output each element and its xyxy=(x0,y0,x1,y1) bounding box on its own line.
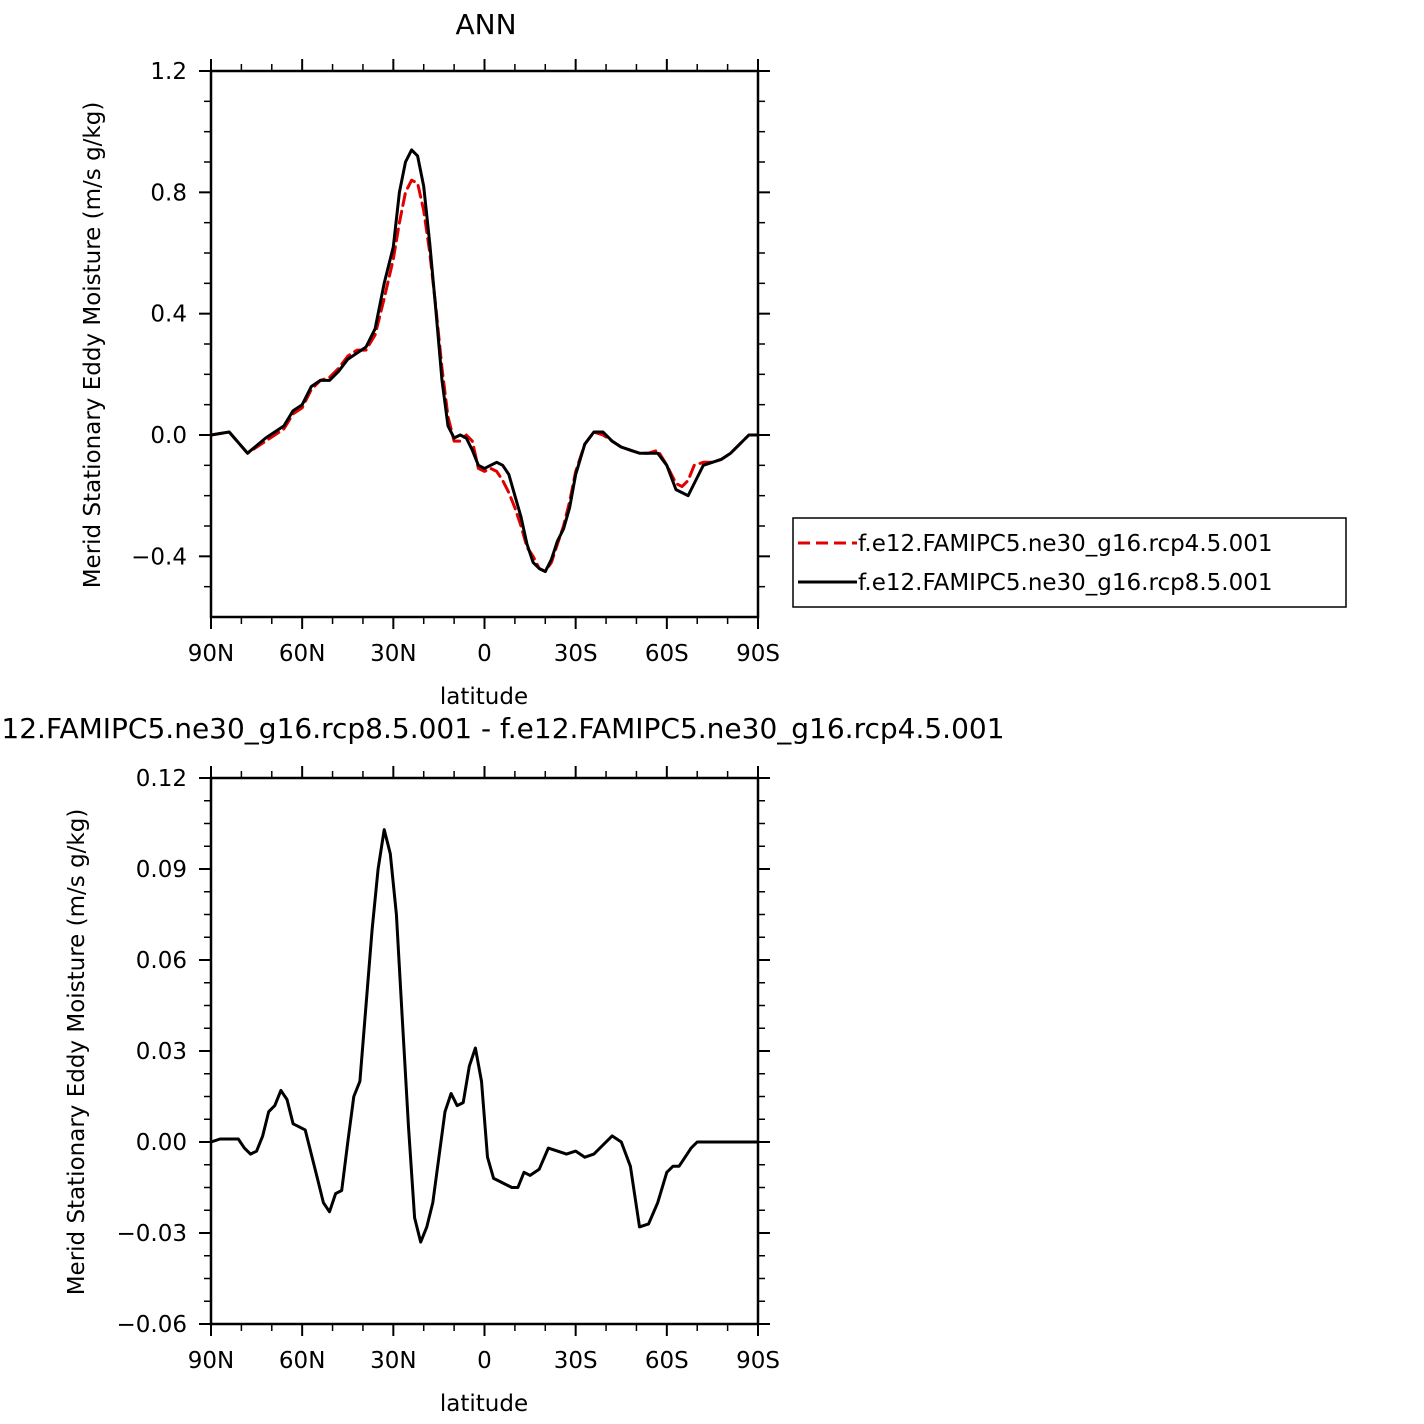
y-tick-label: −0.03 xyxy=(117,1221,187,1247)
x-tick-label: 0 xyxy=(477,1348,492,1374)
legend-box xyxy=(792,517,1347,608)
y-tick-label: 0.00 xyxy=(136,1130,187,1156)
y-tick-label: 0.0 xyxy=(150,423,187,449)
y-tick-label: 0.06 xyxy=(136,948,187,974)
legend: f.e12.FAMIPC5.ne30_g16.rcp4.5.001 f.e12.… xyxy=(792,517,1347,608)
x-tick-label: 60S xyxy=(645,641,689,667)
y-tick-label: 0.8 xyxy=(150,180,187,206)
legend-label-rcp85: f.e12.FAMIPC5.ne30_g16.rcp8.5.001 xyxy=(858,570,1272,596)
top-ylabel: Merid Stationary Eddy Moisture (m/s g/kg… xyxy=(80,102,106,589)
bottom-plot-area: −0.06 −0.03 0.00 0.03 0.06 0.09 0.12 90N 60N 30N 0… xyxy=(117,766,780,1374)
x-tick-label: 60N xyxy=(279,641,325,667)
y-tick-label: −0.06 xyxy=(117,1312,187,1338)
bottom-title: f.e12.FAMIPC5.ne30_g16.rcp8.5.001 - f.e1… xyxy=(0,712,1005,745)
x-tick-label: 90S xyxy=(736,641,780,667)
x-tick-label: 60S xyxy=(645,1348,689,1374)
x-tick-label: 0 xyxy=(477,641,492,667)
plot-frame xyxy=(209,776,760,1326)
y-tick-label: 0.4 xyxy=(150,302,187,328)
top-panel: ANN Merid Stationary Eddy Moisture (m/s … xyxy=(80,8,780,710)
x-tick-label: 30S xyxy=(554,1348,598,1374)
x-tick-label: 30N xyxy=(370,641,416,667)
series-line-1 xyxy=(209,148,760,573)
top-xlabel: latitude xyxy=(440,684,528,710)
x-tick-label: 30N xyxy=(370,1348,416,1374)
y-tick-label: 0.12 xyxy=(136,766,187,792)
y-tick-label: 0.09 xyxy=(136,857,187,883)
x-tick-label: 90S xyxy=(736,1348,780,1374)
bottom-ylabel: Merid Stationary Eddy Moisture (m/s g/kg… xyxy=(64,809,90,1296)
bottom-panel: f.e12.FAMIPC5.ne30_g16.rcp8.5.001 - f.e1… xyxy=(0,712,1005,1417)
x-tick-label: 60N xyxy=(279,1348,325,1374)
top-title: ANN xyxy=(455,8,516,41)
x-tick-label: 90N xyxy=(188,1348,234,1374)
legend-label-rcp45: f.e12.FAMIPC5.ne30_g16.rcp4.5.001 xyxy=(858,531,1272,557)
top-plot-area: −0.4 0.0 0.4 0.8 1.2 90N 60N 30N 0 30S 60S 90S xyxy=(131,59,780,667)
y-tick-label: 0.03 xyxy=(136,1039,187,1065)
x-tick-label: 30S xyxy=(554,641,598,667)
y-tick-label: −0.4 xyxy=(131,544,187,570)
bottom-xlabel: latitude xyxy=(440,1391,528,1417)
x-tick-label: 90N xyxy=(188,641,234,667)
plot-frame xyxy=(209,69,760,619)
series-line-0 xyxy=(209,828,760,1244)
y-tick-label: 1.2 xyxy=(150,59,187,85)
series-line-0 xyxy=(209,178,760,573)
